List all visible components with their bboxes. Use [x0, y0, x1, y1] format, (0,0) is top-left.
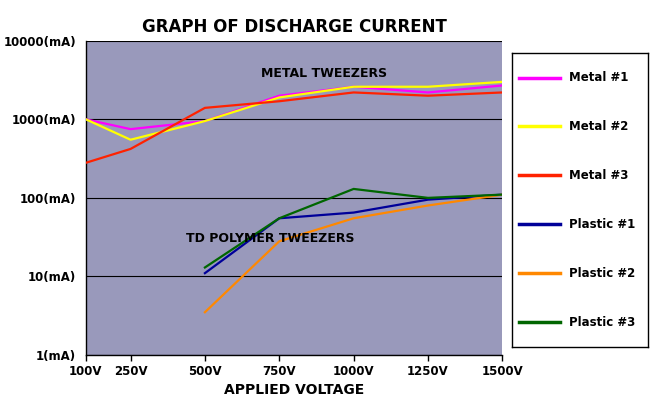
Line: Metal #2: Metal #2 — [86, 82, 502, 140]
Metal #2 — [498, 80, 506, 84]
Text: Metal #3: Metal #3 — [569, 169, 629, 182]
X-axis label: APPLIED VOLTAGE: APPLIED VOLTAGE — [224, 383, 364, 397]
Metal #1 — [82, 117, 90, 122]
Title: GRAPH OF DISCHARGE CURRENT: GRAPH OF DISCHARGE CURRENT — [141, 18, 447, 36]
Plastic #2 — [498, 192, 506, 197]
Line: Metal #3: Metal #3 — [86, 93, 502, 163]
Plastic #3 — [276, 216, 284, 221]
Metal #3 — [276, 99, 284, 104]
Metal #3 — [424, 93, 432, 98]
Text: METAL TWEEZERS: METAL TWEEZERS — [261, 67, 387, 80]
Metal #2 — [424, 84, 432, 89]
Metal #1 — [276, 93, 284, 98]
Metal #2 — [276, 95, 284, 100]
Metal #1 — [424, 90, 432, 95]
Metal #2 — [201, 119, 209, 124]
Plastic #2 — [424, 203, 432, 208]
Metal #3 — [82, 160, 90, 165]
Metal #3 — [201, 105, 209, 110]
Plastic #2 — [350, 216, 358, 221]
Metal #3 — [127, 146, 135, 151]
Metal #1 — [201, 119, 209, 124]
Text: Plastic #1: Plastic #1 — [569, 218, 635, 231]
Plastic #3 — [201, 265, 209, 270]
Plastic #2 — [276, 239, 284, 244]
Metal #1 — [127, 127, 135, 132]
Line: Metal #1: Metal #1 — [86, 85, 502, 129]
Plastic #2 — [201, 310, 209, 315]
Plastic #3 — [424, 195, 432, 200]
Text: Plastic #2: Plastic #2 — [569, 267, 635, 280]
Text: Plastic #3: Plastic #3 — [569, 316, 635, 329]
Metal #3 — [350, 90, 358, 95]
Plastic #1 — [498, 192, 506, 197]
Metal #1 — [498, 83, 506, 88]
Text: Metal #1: Metal #1 — [569, 71, 629, 84]
Line: Plastic #2: Plastic #2 — [205, 195, 502, 312]
Metal #3 — [498, 90, 506, 95]
Metal #1 — [350, 84, 358, 89]
Line: Plastic #1: Plastic #1 — [205, 195, 502, 273]
Text: Metal #2: Metal #2 — [569, 120, 629, 133]
Metal #2 — [127, 137, 135, 142]
Text: TD POLYMER TWEEZERS: TD POLYMER TWEEZERS — [186, 233, 354, 246]
Plastic #3 — [498, 192, 506, 197]
Metal #2 — [82, 117, 90, 122]
Plastic #1 — [276, 216, 284, 221]
Line: Plastic #3: Plastic #3 — [205, 189, 502, 268]
Plastic #3 — [350, 186, 358, 191]
Plastic #1 — [424, 197, 432, 202]
Metal #2 — [350, 84, 358, 89]
Plastic #1 — [350, 210, 358, 215]
Plastic #1 — [201, 271, 209, 276]
